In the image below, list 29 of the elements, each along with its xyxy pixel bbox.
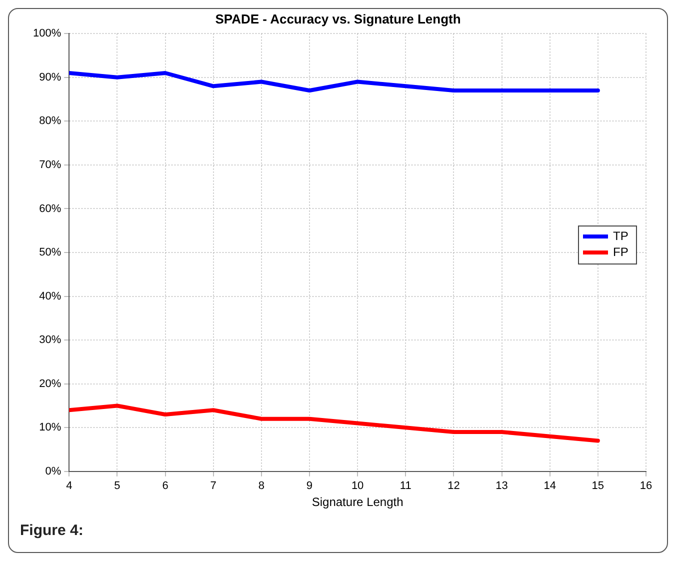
y-tick-label: 40%: [39, 290, 62, 302]
legend-label: TP: [613, 228, 628, 243]
x-tick-label: 15: [592, 480, 604, 492]
caption: Figure 4:: [20, 522, 84, 539]
x-tick-label: 16: [640, 480, 652, 492]
y-tick-label: 90%: [39, 71, 62, 84]
y-tick-label: 80%: [39, 115, 62, 128]
y-tick-label: 60%: [39, 202, 62, 215]
x-tick-label: 13: [496, 480, 508, 492]
x-tick-label: 10: [351, 480, 364, 492]
chart-title: SPADE - Accuracy vs. Signature Length: [215, 11, 461, 26]
legend-label: FP: [613, 244, 628, 259]
x-tick-label: 5: [114, 480, 120, 492]
x-tick-label: 14: [544, 480, 556, 492]
x-tick-label: 12: [448, 480, 460, 492]
y-tick-label: 30%: [39, 334, 62, 346]
x-tick-label: 11: [400, 480, 412, 492]
x-tick-label: 8: [258, 480, 264, 492]
x-tick-label: 6: [162, 480, 168, 492]
x-tick-label: 4: [66, 480, 72, 492]
y-tick-label: 100%: [32, 28, 62, 40]
x-tick-label: 9: [306, 480, 313, 492]
y-tick-label: 0%: [45, 465, 62, 478]
y-tick-label: 70%: [39, 158, 62, 171]
y-tick-label: 20%: [39, 378, 62, 390]
y-tick-label: 10%: [39, 422, 62, 434]
x-axis-title: Signature Length: [312, 495, 404, 510]
x-tick-label: 7: [210, 480, 216, 492]
y-tick-label: 50%: [39, 246, 62, 259]
